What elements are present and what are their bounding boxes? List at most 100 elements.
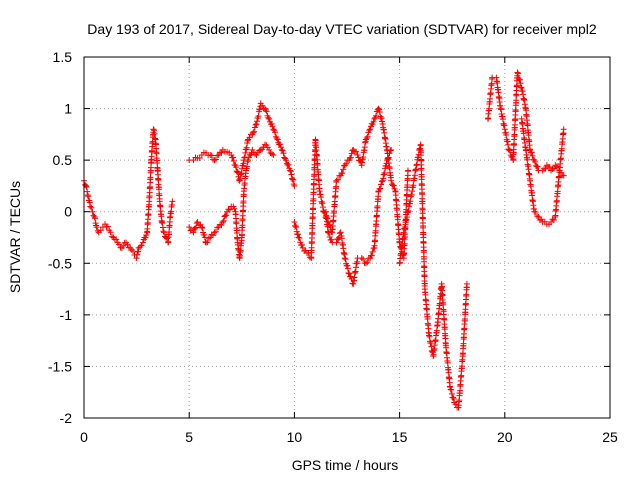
data-point: [448, 390, 455, 397]
x-tick-label: 5: [185, 429, 193, 445]
data-point: [373, 112, 380, 119]
data-point: [92, 215, 99, 222]
data-point: [450, 394, 457, 401]
data-point: [113, 236, 120, 243]
data-point: [225, 206, 232, 213]
data-point: [288, 175, 295, 182]
data-point: [344, 262, 351, 269]
data-point: [292, 223, 299, 230]
data-point: [405, 167, 412, 174]
data-point: [293, 224, 300, 231]
data-point: [236, 177, 243, 184]
data-point: [515, 70, 522, 77]
chart-title: Day 193 of 2017, Sidereal Day-to-day VTE…: [87, 21, 597, 37]
data-point: [265, 114, 272, 121]
data-point: [517, 80, 524, 87]
data-point: [378, 115, 385, 122]
data-point: [219, 219, 226, 226]
data-layer: [81, 69, 567, 411]
data-point: [268, 150, 275, 157]
data-point: [341, 255, 348, 262]
data-point: [353, 148, 360, 155]
data-point: [133, 255, 140, 262]
data-point: [164, 235, 171, 242]
data-point: [293, 228, 300, 235]
data-point: [256, 147, 263, 154]
data-point: [347, 154, 354, 161]
data-point: [370, 118, 377, 125]
data-point: [344, 265, 351, 272]
data-point: [287, 167, 294, 174]
data-point: [295, 231, 302, 238]
data-point: [378, 181, 385, 188]
data-point: [196, 155, 203, 162]
data-point: [234, 168, 241, 175]
plot-frame: [83, 56, 611, 419]
data-point: [97, 227, 104, 234]
data-point: [364, 133, 371, 140]
data-point: [277, 141, 284, 148]
data-point: [266, 115, 273, 122]
data-point: [538, 216, 545, 223]
data-point: [150, 126, 157, 133]
data-point: [376, 108, 383, 115]
data-point: [134, 251, 141, 258]
data-point: [160, 229, 167, 236]
data-point: [233, 168, 240, 175]
data-point: [385, 154, 392, 161]
data-point: [272, 129, 279, 136]
data-point: [190, 229, 197, 236]
data-point: [246, 134, 253, 141]
y-tick-label: 1.5: [53, 49, 73, 65]
data-point: [152, 135, 159, 142]
data-point: [226, 206, 233, 213]
data-point: [463, 280, 470, 287]
y-axis-label: SDTVAR / TECUs: [7, 181, 23, 293]
data-point: [104, 223, 111, 230]
data-point: [534, 213, 541, 220]
data-point: [139, 239, 146, 246]
data-point: [321, 209, 328, 216]
data-point: [291, 219, 298, 226]
data-point: [250, 129, 257, 136]
data-point: [518, 84, 525, 91]
grid-layer: [84, 57, 610, 418]
data-point: [201, 231, 208, 238]
data-point: [387, 147, 394, 154]
data-point: [204, 239, 211, 246]
data-point: [150, 127, 157, 134]
data-point: [270, 126, 277, 133]
data-point: [135, 248, 142, 255]
data-point: [277, 144, 284, 151]
x-tick-label: 0: [80, 429, 88, 445]
data-point: [274, 136, 281, 143]
data-point: [360, 256, 367, 263]
data-point: [358, 255, 365, 262]
data-point: [270, 151, 277, 158]
data-point: [367, 126, 374, 133]
data-point: [120, 242, 127, 249]
data-point: [192, 225, 199, 232]
data-point: [244, 163, 251, 170]
data-point: [251, 128, 258, 135]
data-point: [86, 199, 93, 206]
data-point: [448, 386, 455, 393]
data-point: [128, 246, 135, 253]
data-point: [116, 241, 123, 248]
y-tick-label: -0.5: [48, 255, 72, 271]
data-point: [388, 146, 395, 153]
data-point: [160, 228, 167, 235]
data-point: [534, 163, 541, 170]
data-point: [450, 395, 457, 402]
data-point: [375, 105, 382, 112]
data-point: [378, 178, 385, 185]
data-point: [363, 135, 370, 142]
data-point: [532, 158, 539, 165]
series-track-5: [322, 146, 395, 287]
data-point: [299, 244, 306, 251]
data-point: [94, 227, 101, 234]
data-point: [285, 161, 292, 168]
data-point: [233, 164, 240, 171]
tick-layer: 0 5 10 15 20 25 -2 -1.5 -1 -0.5 0 0.5 1 1.5: [48, 49, 618, 445]
data-point: [263, 108, 270, 115]
